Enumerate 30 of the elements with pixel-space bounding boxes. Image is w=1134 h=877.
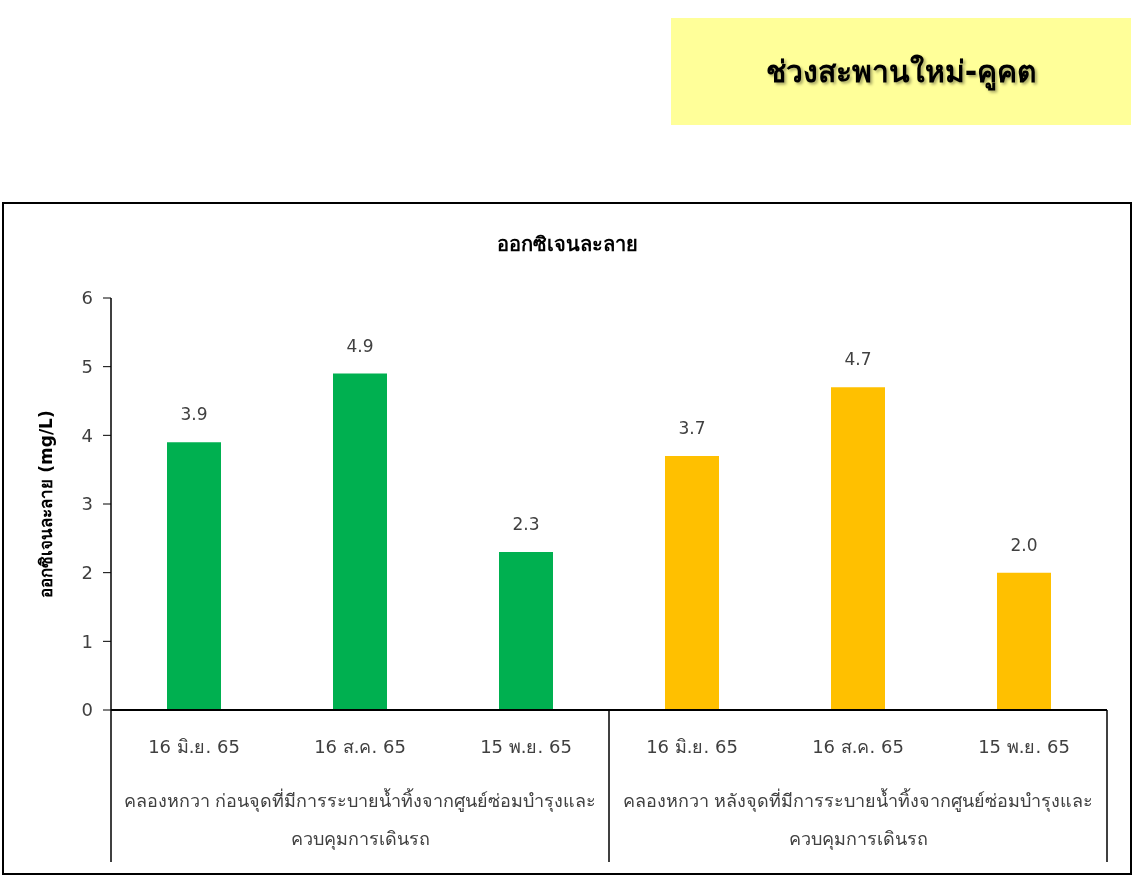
y-tick-label: 0 [81, 699, 93, 721]
text: คลองหกวา ก่อนจุดที่มีการระบายน้ำทิ้งจากศูนย์ซ่อมบำรุงและควบคุมการเดินรถ [122, 787, 598, 852]
data-label: 3.7 [678, 417, 706, 438]
y-tick-label: 5 [81, 356, 93, 378]
y-tick-label: 2 [81, 562, 93, 584]
data-label: 2.3 [512, 514, 540, 535]
x-tick-label: 16 ส.ค. 65 [812, 735, 904, 757]
x-tick-label: 16 มิ.ย. 65 [148, 735, 240, 757]
chart-subtitle: ออกซิเจนละลาย [495, 231, 639, 258]
data-label: 4.7 [844, 349, 872, 370]
x-tick-label: 16 มิ.ย. 65 [646, 735, 738, 757]
y-tick-label: 4 [81, 424, 93, 446]
y-tick-label: 1 [81, 630, 93, 652]
y-tick-label: 6 [81, 287, 93, 309]
y-axis-title: ออกซิเจนละลาย (mg/L) [36, 410, 56, 598]
data-label: 2.0 [1010, 534, 1038, 555]
data-label: 3.9 [180, 404, 208, 425]
bar [167, 442, 221, 710]
chart-title: ช่วงสะพานใหม่-คูคต [765, 53, 1037, 93]
bar [997, 572, 1051, 710]
bar [665, 455, 719, 710]
x-tick-label: 15 พ.ย. 65 [480, 735, 572, 757]
bar [333, 373, 387, 710]
bar [499, 552, 553, 710]
x-tick-label: 16 ส.ค. 65 [314, 735, 406, 757]
data-label: 4.9 [346, 335, 374, 356]
bar [831, 387, 885, 710]
y-tick-label: 3 [81, 493, 93, 515]
x-tick-label: 15 พ.ย. 65 [978, 735, 1070, 757]
text: คลองหกวา หลังจุดที่มีการระบายน้ำทิ้งจากศูนย์ซ่อมบำรุงและควบคุมการเดินรถ [621, 787, 1095, 852]
